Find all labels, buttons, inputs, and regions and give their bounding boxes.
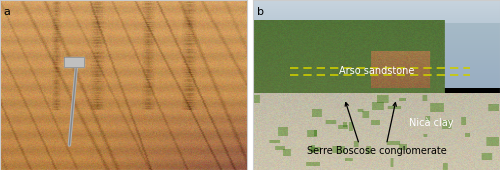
Text: Nicà clay: Nicà clay — [408, 117, 453, 128]
Text: a: a — [4, 7, 10, 17]
Text: b: b — [257, 7, 264, 17]
Text: Serre Boscose conglomerate: Serre Boscose conglomerate — [306, 146, 446, 156]
Polygon shape — [64, 57, 84, 67]
Text: Arso sandstone: Arso sandstone — [339, 66, 414, 76]
